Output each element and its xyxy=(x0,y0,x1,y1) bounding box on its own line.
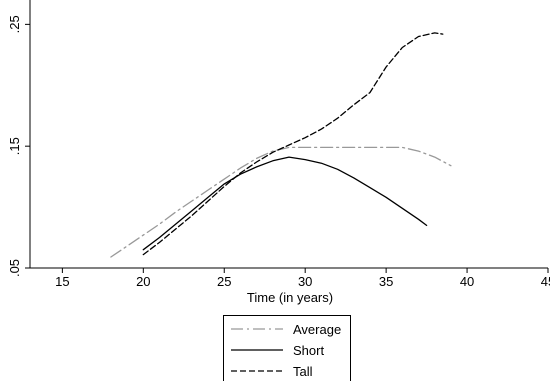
x-tick-label: 25 xyxy=(217,274,231,289)
x-tick-label: 30 xyxy=(298,274,312,289)
legend-label-average: Average xyxy=(293,322,341,337)
legend-label-short: Short xyxy=(293,343,324,358)
legend: Average Short Tall xyxy=(223,315,351,381)
y-tick-label: .25 xyxy=(7,15,22,33)
axes: 15 20 25 30 35 40 45 .05 .15 .25 xyxy=(7,0,550,289)
x-axis-title: Time (in years) xyxy=(247,290,333,305)
x-tick-label: 35 xyxy=(379,274,393,289)
x-tick-label: 40 xyxy=(460,274,474,289)
x-tick-label: 20 xyxy=(136,274,150,289)
x-tick-label: 45 xyxy=(541,274,550,289)
series-layer xyxy=(110,32,452,258)
legend-label-tall: Tall xyxy=(293,364,313,379)
y-tick-label: .05 xyxy=(7,259,22,277)
x-tick-label: 15 xyxy=(55,274,69,289)
y-tick-label: .15 xyxy=(7,137,22,155)
series-line-tall xyxy=(142,32,444,256)
series-line-short xyxy=(142,156,428,251)
legend-box xyxy=(223,315,351,381)
